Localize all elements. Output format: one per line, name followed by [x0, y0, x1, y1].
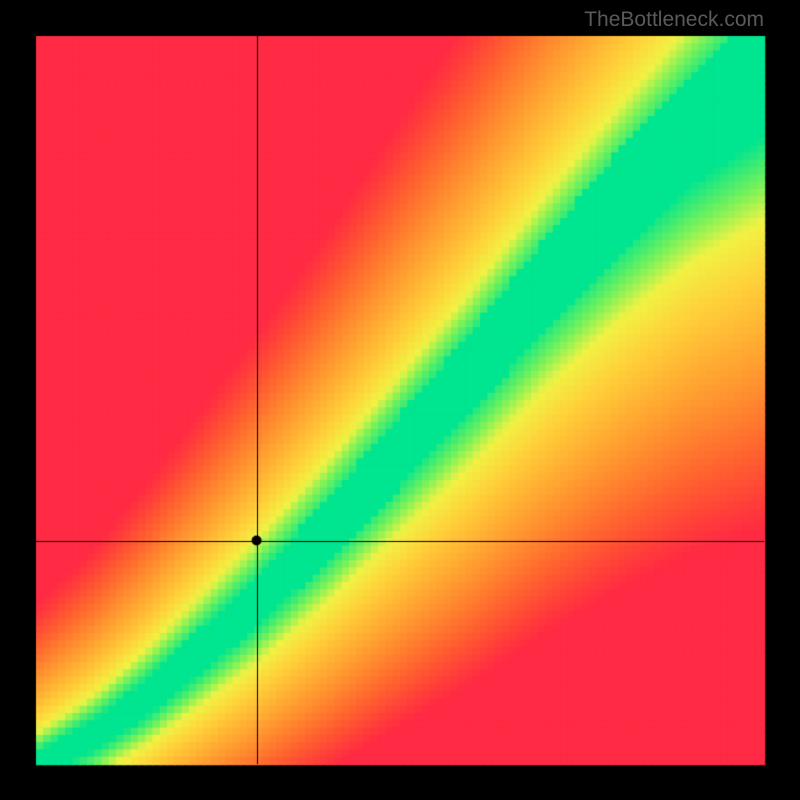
chart-container: { "attribution": "TheBottleneck.com", "a… [0, 0, 800, 800]
bottleneck-heatmap [0, 0, 800, 800]
attribution-label: TheBottleneck.com [584, 8, 764, 32]
